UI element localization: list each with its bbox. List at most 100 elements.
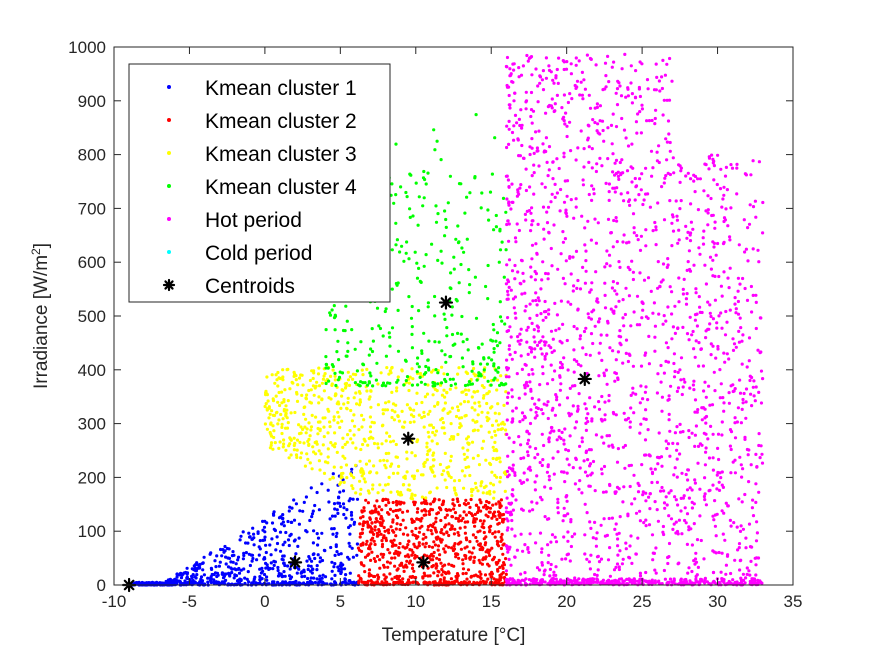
data-point (257, 553, 261, 557)
data-point (195, 573, 199, 577)
data-point (494, 419, 498, 423)
data-point (438, 507, 442, 511)
data-point (464, 554, 468, 558)
data-point (415, 510, 419, 514)
data-point (542, 237, 546, 241)
data-point (463, 383, 468, 388)
data-point (607, 198, 611, 202)
data-point (528, 152, 532, 157)
data-point (616, 553, 620, 557)
data-point (757, 160, 762, 164)
data-point (542, 402, 546, 406)
data-point (410, 304, 414, 309)
data-point (463, 388, 468, 392)
data-point (369, 405, 373, 409)
data-point (711, 514, 715, 518)
data-point (686, 468, 690, 472)
data-point (519, 456, 523, 461)
data-point (421, 537, 425, 541)
data-point (470, 369, 474, 373)
data-point (413, 454, 417, 458)
data-point (408, 406, 412, 410)
data-point (686, 230, 690, 234)
data-point (539, 408, 544, 412)
data-point (630, 142, 634, 146)
data-point (486, 379, 490, 383)
data-point (422, 414, 426, 418)
data-point (604, 85, 608, 89)
data-point (294, 453, 299, 457)
data-point (193, 563, 197, 567)
data-point (454, 414, 459, 419)
data-point (368, 547, 372, 551)
data-point (533, 488, 538, 492)
data-point (611, 349, 615, 353)
data-point (744, 247, 749, 251)
data-point (243, 581, 247, 586)
data-point (256, 530, 260, 534)
data-point (614, 216, 618, 220)
data-point (382, 458, 386, 462)
data-point (440, 393, 444, 397)
data-point (394, 527, 398, 531)
data-point (573, 532, 577, 536)
data-point (530, 368, 534, 372)
data-point (260, 566, 264, 571)
data-point (627, 294, 632, 298)
data-point (334, 383, 338, 388)
data-point (424, 513, 428, 517)
data-point (373, 574, 377, 579)
data-point (621, 500, 625, 504)
data-point (417, 530, 421, 534)
data-point (309, 486, 313, 490)
data-point (638, 574, 643, 578)
data-point (482, 519, 486, 523)
data-point (603, 413, 607, 417)
data-point (547, 517, 551, 521)
data-point (656, 201, 660, 205)
data-point (485, 401, 489, 406)
data-point (276, 400, 280, 404)
data-point (596, 554, 600, 559)
data-point (581, 183, 586, 187)
data-point (613, 379, 617, 383)
data-point (534, 446, 538, 451)
data-point (493, 440, 497, 444)
data-point (318, 577, 322, 582)
data-point (677, 561, 681, 565)
data-point (498, 475, 502, 480)
data-point (716, 241, 720, 246)
data-point (310, 559, 314, 563)
data-point (384, 354, 388, 358)
data-point (741, 333, 745, 337)
data-point (542, 340, 547, 344)
data-point (518, 342, 522, 346)
data-point (344, 354, 348, 358)
data-point (509, 512, 514, 517)
data-point (458, 526, 462, 530)
data-point (209, 580, 213, 585)
data-point (741, 397, 745, 402)
data-point (440, 349, 444, 353)
data-point (384, 503, 388, 507)
data-point (546, 416, 550, 421)
data-point (297, 376, 302, 380)
data-point (724, 207, 728, 211)
data-point (613, 289, 617, 293)
data-point (583, 552, 587, 556)
data-point (403, 476, 407, 480)
data-point (593, 106, 597, 110)
data-point (352, 413, 356, 417)
data-point (680, 471, 684, 475)
data-point (626, 514, 630, 518)
data-point (501, 520, 505, 524)
data-point (530, 121, 534, 125)
data-point (628, 425, 632, 429)
data-point (426, 171, 430, 175)
data-point (622, 128, 627, 132)
data-point (242, 553, 246, 558)
data-point (347, 383, 352, 387)
data-point (614, 371, 619, 376)
data-point (395, 503, 399, 507)
data-point (736, 299, 741, 304)
